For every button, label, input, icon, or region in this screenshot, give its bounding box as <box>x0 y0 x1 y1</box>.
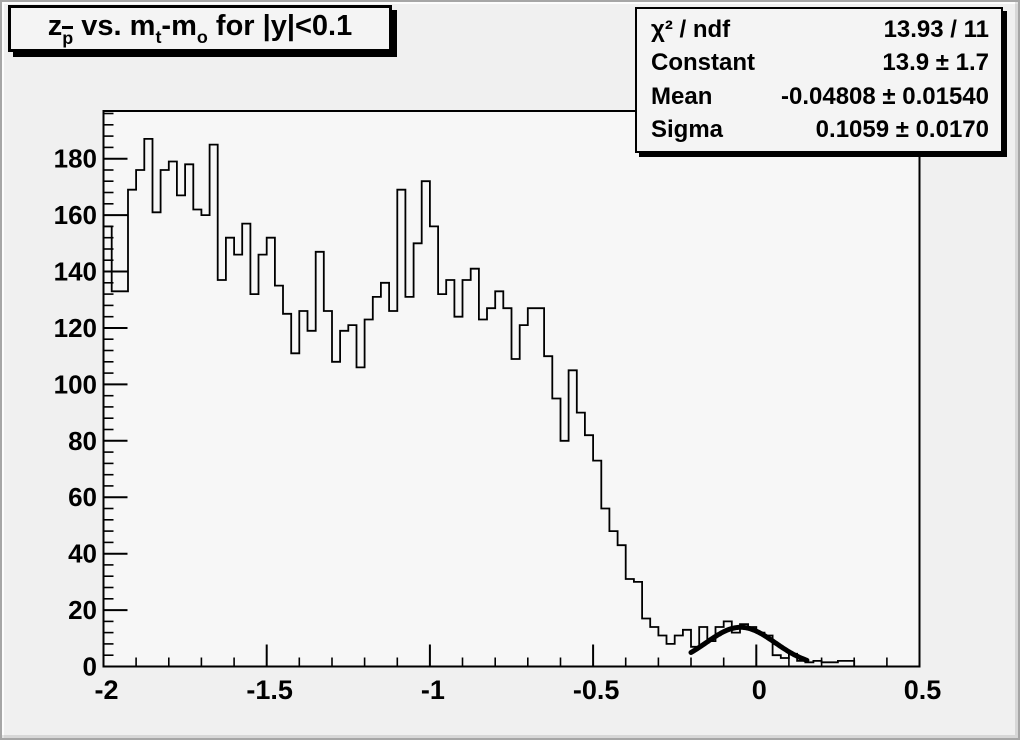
constant-value: 13.9 ± 1.7 <box>882 49 989 77</box>
mean-label: Mean <box>651 82 713 110</box>
title-subscript: t <box>155 27 162 48</box>
gaussian-fit-curve <box>688 624 810 663</box>
title-subscript: p <box>62 25 74 48</box>
x-tick-label: 0.5 <box>904 675 942 705</box>
stats-row-constant: Constant 13.9 ± 1.7 <box>651 49 989 77</box>
sigma-label: Sigma <box>651 116 724 144</box>
x-tick-label: -0.5 <box>573 675 620 705</box>
stats-row-mean: Mean -0.04808 ± 0.01540 <box>651 83 989 111</box>
y-tick-label: 180 <box>54 144 97 174</box>
x-tick-label: 0 <box>752 675 767 705</box>
x-tick-label: -2 <box>94 675 118 705</box>
y-tick-label: 40 <box>68 539 97 569</box>
mean-value: -0.04808 ± 0.01540 <box>780 82 989 110</box>
y-tick-label: 0 <box>83 652 97 682</box>
y-tick-label: 80 <box>68 426 97 456</box>
title-box: zp vs. mt-mo for |y|<0.1 <box>8 5 392 52</box>
plot-frame <box>103 111 920 667</box>
y-tick-label: 60 <box>68 482 97 512</box>
sigma-value: 0.1059 ± 0.0170 <box>815 116 989 144</box>
chi2-ndf-value: 13.93 / 11 <box>883 15 989 43</box>
chi2-ndf-label: χ² / ndf <box>651 15 731 43</box>
constant-label: Constant <box>651 49 755 77</box>
x-tick-label: -1 <box>421 675 445 705</box>
y-tick-label: 160 <box>54 200 97 230</box>
y-tick-label: 20 <box>68 595 97 625</box>
plot-title: zp vs. mt-mo for |y|<0.1 <box>47 10 353 48</box>
fit-stats-box: χ² / ndf 13.93 / 11 Constant 13.9 ± 1.7 … <box>635 7 1003 153</box>
stats-row-chi2: χ² / ndf 13.93 / 11 <box>651 16 989 44</box>
title-subscript: o <box>196 27 208 48</box>
x-tick-label: -1.5 <box>246 675 293 705</box>
stats-row-sigma: Sigma 0.1059 ± 0.0170 <box>651 116 989 144</box>
y-tick-label: 140 <box>54 257 97 287</box>
y-tick-label: 120 <box>54 313 97 343</box>
y-tick-label: 100 <box>54 369 97 399</box>
plot-frame-border <box>102 110 921 668</box>
